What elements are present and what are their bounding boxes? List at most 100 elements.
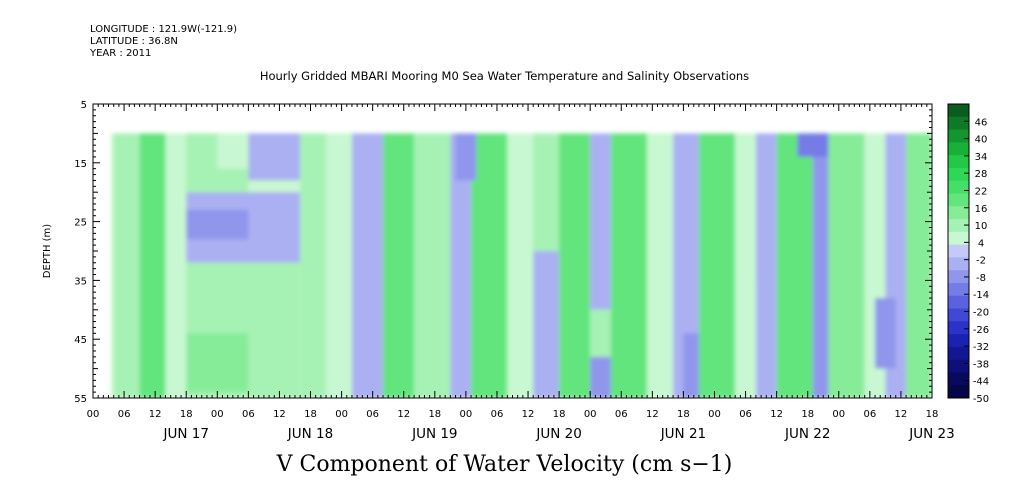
longitude-label: LONGITUDE : 121.9W(-121.9) <box>90 24 237 35</box>
colorbar-swatch <box>948 321 969 335</box>
field-cell <box>139 133 166 398</box>
colorbar-swatch <box>948 308 969 322</box>
y-tick-label: 5 <box>81 100 87 111</box>
y-tick-label: 15 <box>74 159 87 170</box>
x-tick-label: 00 <box>460 409 473 420</box>
field-cell <box>326 133 352 398</box>
colorbar-swatch <box>948 206 969 220</box>
colorbar-label: 46 <box>975 117 988 128</box>
colorbar-label: -2 <box>976 256 986 267</box>
colorbar-swatch <box>948 282 969 297</box>
colorbar-label: -38 <box>973 359 989 370</box>
field-cell <box>186 333 249 393</box>
x-tick-label: 06 <box>491 409 504 420</box>
heatmap-field <box>111 133 932 398</box>
colorbar-swatch <box>948 385 969 399</box>
colorbar-label: -8 <box>976 273 986 284</box>
field-cell <box>698 133 736 398</box>
colorbar-swatch <box>948 129 969 143</box>
x-day-label: JUN 18 <box>287 426 333 442</box>
x-tick-label: 06 <box>118 409 131 420</box>
field-cell <box>383 133 415 398</box>
y-tick-label: 45 <box>74 335 87 346</box>
x-tick-label: 06 <box>242 409 255 420</box>
x-tick-label: 12 <box>895 409 908 420</box>
colorbar-label: 40 <box>975 135 988 146</box>
x-tick-label: 00 <box>211 409 224 420</box>
field-cell <box>186 209 249 240</box>
colorbar-swatch <box>948 231 969 246</box>
x-tick-label: 00 <box>87 409 100 420</box>
field-cell <box>797 133 829 157</box>
colorbar-swatch <box>948 180 969 194</box>
x-tick-label: 18 <box>304 409 317 420</box>
x-day-label: JUN 22 <box>784 426 830 442</box>
colorbar-swatch <box>948 142 969 156</box>
colorbar-swatch <box>948 116 969 131</box>
variable-title: V Component of Water Velocity (cm s−1) <box>276 452 733 477</box>
colorbar-label: -14 <box>973 290 989 301</box>
x-tick-label: 18 <box>428 409 441 420</box>
field-cell <box>906 133 932 398</box>
x-day-label: JUN 23 <box>908 426 954 442</box>
y-axis-label: DEPTH (m) <box>42 224 53 278</box>
field-cell <box>351 133 384 398</box>
x-tick-label: 18 <box>801 409 814 420</box>
colorbar-swatch <box>948 372 969 386</box>
x-tick-label: 00 <box>832 409 845 420</box>
field-cell <box>450 133 472 398</box>
colorbar-label: 10 <box>975 221 988 232</box>
colorbar-swatch <box>948 167 969 182</box>
colorbar-swatch <box>948 219 969 233</box>
field-cell <box>414 133 451 398</box>
x-tick-label: 12 <box>397 409 410 420</box>
colorbar-label: -20 <box>973 308 989 319</box>
colorbar-swatch <box>948 334 969 348</box>
x-tick-label: 12 <box>770 409 783 420</box>
x-tick-label: 06 <box>863 409 876 420</box>
colorbar-label: -32 <box>973 342 989 353</box>
year-label: YEAR : 2011 <box>90 48 152 59</box>
colorbar-label: 4 <box>978 238 984 249</box>
colorbar-swatch <box>948 359 969 373</box>
x-tick-label: 06 <box>366 409 379 420</box>
colorbar-swatch <box>948 270 969 284</box>
colorbar-swatch <box>948 244 969 258</box>
field-cell <box>300 133 327 398</box>
colorbar-label: 16 <box>975 204 988 215</box>
colorbar-label: -50 <box>973 394 989 405</box>
colorbar-frame <box>947 103 970 399</box>
colorbar-label: 28 <box>975 169 988 180</box>
x-tick-label: 18 <box>180 409 193 420</box>
field-cell <box>590 133 611 310</box>
x-tick-label: 18 <box>677 409 690 420</box>
field-cell <box>455 133 477 181</box>
y-tick-label: 55 <box>74 394 87 405</box>
field-cell <box>507 133 534 398</box>
x-tick-label: 12 <box>646 409 659 420</box>
field-cell <box>533 251 560 398</box>
x-tick-label: 00 <box>584 409 597 420</box>
x-tick-label: 12 <box>273 409 286 420</box>
x-tick-label: 18 <box>553 409 566 420</box>
colorbar-label: -44 <box>973 377 989 388</box>
latitude-label: LATITUDE : 36.8N <box>90 36 178 47</box>
x-day-label: JUN 19 <box>411 426 457 442</box>
field-cell <box>610 133 648 398</box>
colorbar-swatch <box>948 155 969 169</box>
field-cell <box>683 333 699 398</box>
field-cell <box>647 133 674 398</box>
field-cell <box>875 298 896 369</box>
colorbar-swatch <box>948 295 969 310</box>
y-tick-label: 25 <box>74 218 87 229</box>
colorbar-swatch <box>948 257 969 271</box>
x-day-label: JUN 17 <box>163 426 209 442</box>
field-cell <box>248 133 301 181</box>
field-cell <box>165 133 187 398</box>
x-tick-label: 12 <box>149 409 162 420</box>
field-cell <box>113 133 140 398</box>
x-tick-label: 06 <box>615 409 628 420</box>
colorbar-label: 22 <box>975 186 988 197</box>
field-cell <box>471 133 508 398</box>
